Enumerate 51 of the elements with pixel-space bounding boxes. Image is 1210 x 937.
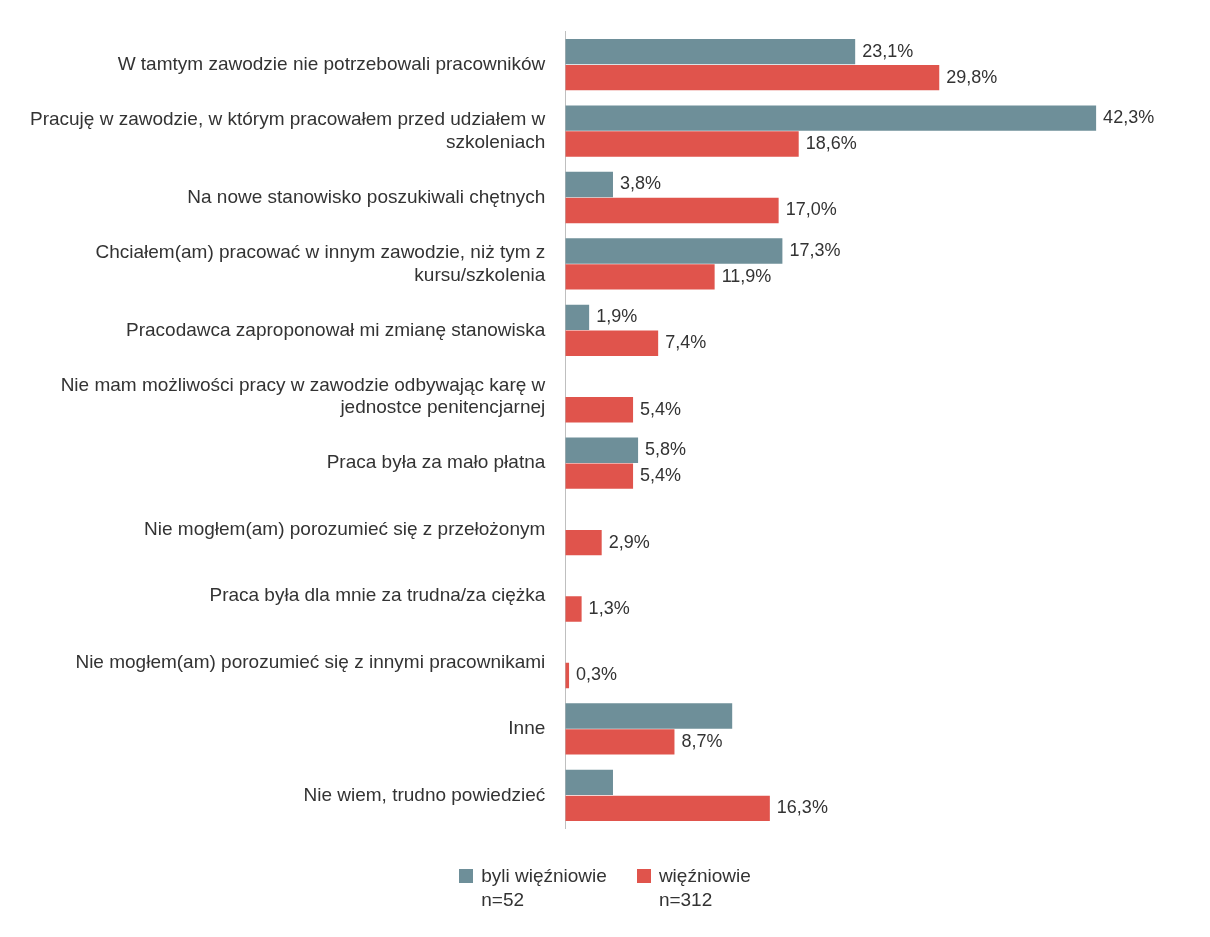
y-tick-label: Praca była dla mnie za trudna/za ciężka	[209, 584, 546, 606]
data-label: 3,8%	[619, 173, 662, 194]
legend-label: byli więźniowie n=52	[481, 864, 607, 912]
bar	[565, 38, 856, 65]
bar	[565, 463, 634, 489]
bar	[565, 304, 590, 331]
data-label: 8,7%	[681, 730, 723, 751]
y-tick-label: Nie wiem, trudno powiedzieć	[303, 783, 546, 805]
y-tick-label: Nie mogłem(am) porozumieć się z przełożonym	[144, 517, 546, 539]
data-label: 1,9%	[596, 306, 638, 327]
data-label: 2,9%	[608, 531, 650, 552]
y-tick-label: W tamtym zawodzie nie potrzebowali pracowników	[117, 52, 546, 74]
y-tick-label: Nie mam możliwości pracy w zawodzie odbywając karę w jednostce penitencjarnej	[60, 373, 546, 418]
bar	[565, 795, 770, 822]
data-label: 17,3%	[789, 239, 841, 260]
bar	[565, 105, 1097, 131]
bar	[565, 529, 602, 556]
bar	[565, 64, 940, 91]
bar	[565, 264, 715, 290]
bar	[565, 131, 799, 157]
bar	[565, 769, 613, 796]
y-tick-label: Nie mogłem(am) porozumieć się z innymi pracownikami	[75, 650, 546, 672]
y-tick-label: Praca była za mało płatna	[326, 451, 546, 473]
bar	[565, 397, 634, 423]
data-label: 16,3%	[776, 797, 828, 818]
y-tick-label: Inne	[508, 717, 546, 739]
bar	[565, 437, 639, 463]
bar	[565, 330, 659, 356]
legend-label: więźniowie n=312	[658, 864, 751, 912]
data-label: 23,1%	[862, 40, 914, 61]
data-label: 0,3%	[576, 664, 618, 685]
data-label: 18,6%	[805, 132, 857, 153]
bar	[565, 197, 779, 224]
bar	[565, 703, 733, 729]
y-tick-label: Pracuję w zawodzie, w którym pracowałem przed udziałem w szkoleniach	[29, 107, 546, 152]
y-tick-label: Na nowe stanowisko poszukiwali chętnych	[187, 185, 546, 207]
data-label: 5,4%	[640, 465, 682, 486]
bar	[565, 729, 675, 755]
data-label: 42,3%	[1103, 107, 1155, 128]
y-tick-label: Chciałem(am) pracować w innym zawodzie, niż tym z kursu/szkolenia	[95, 240, 546, 285]
bar	[565, 596, 582, 622]
data-label: 5,8%	[645, 439, 687, 460]
data-label: 7,4%	[665, 332, 707, 353]
bar	[565, 238, 783, 264]
data-label: 29,8%	[946, 66, 998, 87]
data-label: 5,4%	[640, 398, 682, 419]
data-label: 17,0%	[785, 199, 837, 220]
y-tick-label: Pracodawca zaproponował mi zmianę stanowiska	[126, 318, 546, 340]
data-label: 1,3%	[588, 598, 630, 619]
bar	[565, 171, 613, 198]
data-label: 11,9%	[721, 265, 772, 286]
